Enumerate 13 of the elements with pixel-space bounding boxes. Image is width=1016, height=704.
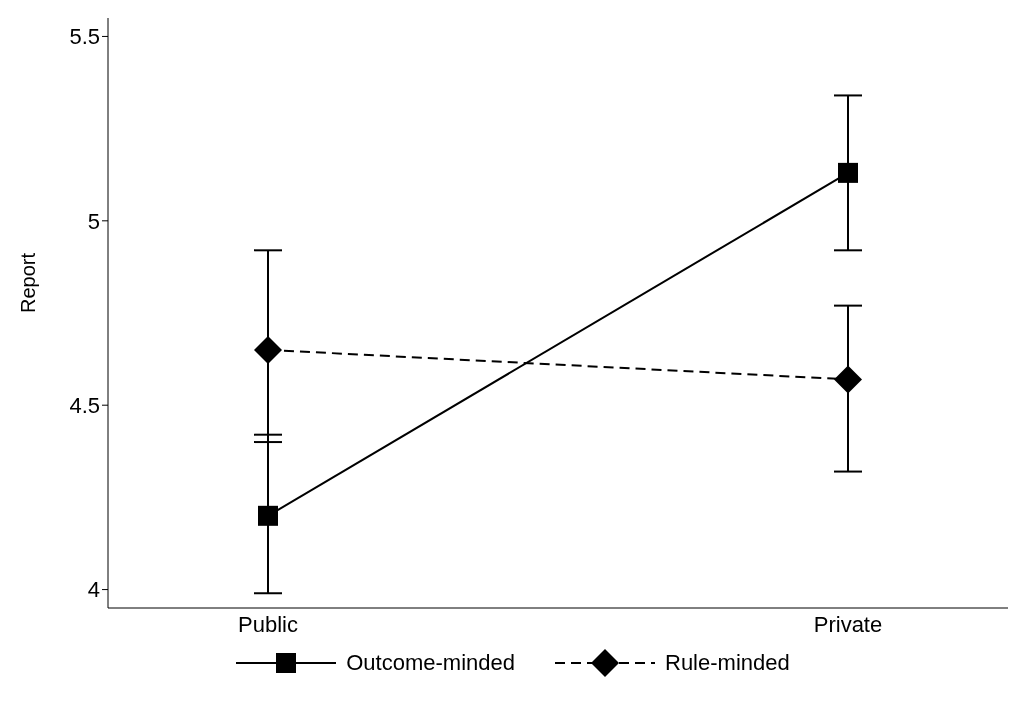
x-tick-label: Private	[813, 611, 883, 637]
legend-label: Outcome-minded	[346, 650, 515, 676]
point	[254, 335, 282, 364]
y-tick-label: 5.5	[69, 24, 100, 50]
legend-label: Rule-minded	[665, 650, 790, 676]
y-axis-title: Report	[17, 252, 40, 313]
point	[258, 505, 278, 526]
point	[834, 365, 862, 394]
y-tick-label: 4	[87, 577, 100, 603]
x-tick-label: Public	[238, 611, 298, 637]
point	[838, 162, 858, 183]
y-tick-label: 5	[87, 208, 100, 234]
y-tick-label: 4.5	[69, 393, 100, 418]
